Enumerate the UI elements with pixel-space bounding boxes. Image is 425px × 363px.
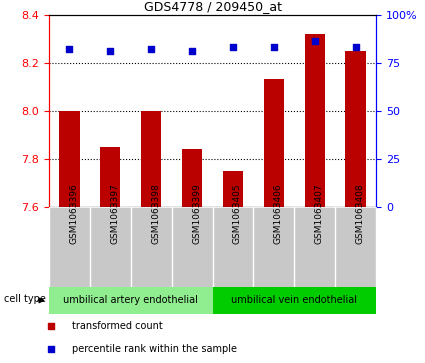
Title: GDS4778 / 209450_at: GDS4778 / 209450_at xyxy=(144,0,281,13)
Point xyxy=(312,38,318,44)
Text: GSM1063407: GSM1063407 xyxy=(315,183,324,244)
Point xyxy=(230,44,236,50)
Point xyxy=(270,44,277,50)
Point xyxy=(66,46,73,52)
Bar xyxy=(223,171,243,207)
Bar xyxy=(100,147,120,207)
Bar xyxy=(182,149,202,207)
Point xyxy=(148,46,155,52)
Text: umbilical vein endothelial: umbilical vein endothelial xyxy=(231,295,357,305)
Text: GSM1063396: GSM1063396 xyxy=(69,183,78,244)
Bar xyxy=(59,111,79,207)
Point xyxy=(107,48,113,54)
Point xyxy=(189,48,196,54)
Text: percentile rank within the sample: percentile rank within the sample xyxy=(72,344,237,354)
Bar xyxy=(141,111,162,207)
Bar xyxy=(305,34,325,207)
Text: GSM1063397: GSM1063397 xyxy=(110,183,119,244)
Bar xyxy=(346,50,366,207)
Text: GSM1063408: GSM1063408 xyxy=(356,183,365,244)
Text: transformed count: transformed count xyxy=(72,321,163,331)
Text: umbilical artery endothelial: umbilical artery endothelial xyxy=(63,295,198,305)
Text: GSM1063398: GSM1063398 xyxy=(151,183,160,244)
Point xyxy=(352,44,359,50)
Text: GSM1063399: GSM1063399 xyxy=(192,183,201,244)
Text: GSM1063406: GSM1063406 xyxy=(274,183,283,244)
Bar xyxy=(264,79,284,207)
Text: GSM1063405: GSM1063405 xyxy=(233,183,242,244)
Text: cell type: cell type xyxy=(4,294,46,304)
